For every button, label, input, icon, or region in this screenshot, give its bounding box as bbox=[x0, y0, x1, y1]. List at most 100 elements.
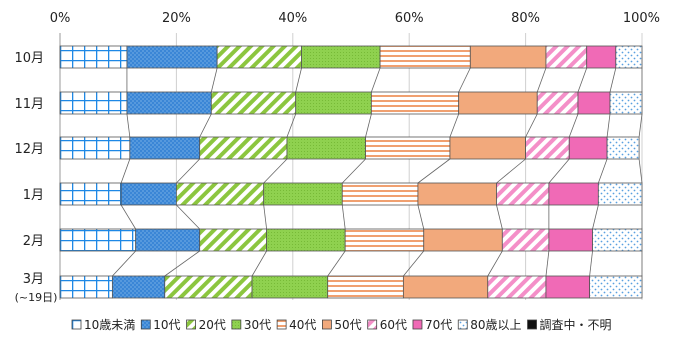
legend-swatch bbox=[186, 319, 196, 330]
connector-line bbox=[592, 204, 599, 230]
legend-label: 70代 bbox=[425, 318, 452, 332]
bar-segment bbox=[59, 228, 137, 252]
connector-line bbox=[164, 250, 200, 277]
bar-segment bbox=[365, 136, 451, 160]
connector-line bbox=[487, 250, 503, 277]
connector-line bbox=[210, 67, 218, 93]
bar-segment bbox=[295, 91, 372, 115]
legend-swatch bbox=[527, 319, 537, 330]
connector-line bbox=[126, 113, 131, 138]
connector-line bbox=[589, 250, 593, 277]
bar-segment bbox=[577, 91, 611, 115]
bar-segment bbox=[606, 136, 640, 160]
bar-segment bbox=[402, 275, 489, 299]
bar-segment bbox=[449, 136, 527, 160]
bar-segment bbox=[129, 136, 201, 160]
bar-segment bbox=[301, 45, 381, 69]
bar-segment bbox=[592, 228, 643, 252]
bar-segment bbox=[126, 45, 218, 69]
y-category-label: 11月 bbox=[14, 97, 44, 112]
bar-segment bbox=[609, 91, 643, 115]
bar-segment bbox=[545, 45, 588, 69]
legend-swatch bbox=[276, 319, 287, 330]
connector-line bbox=[341, 204, 346, 230]
connector-line bbox=[458, 67, 471, 93]
legend-label: 30代 bbox=[244, 318, 271, 332]
legend-label: 40代 bbox=[289, 318, 316, 332]
connector-line bbox=[120, 158, 131, 184]
legend-swatch bbox=[231, 319, 242, 330]
bar-segment bbox=[379, 45, 471, 69]
connector-line bbox=[597, 158, 608, 184]
bar-segment bbox=[266, 228, 346, 252]
bar-segment bbox=[597, 182, 643, 206]
bar-segment bbox=[545, 275, 591, 299]
bar-segment bbox=[251, 275, 329, 299]
legend-swatch bbox=[322, 319, 332, 330]
connector-line bbox=[568, 113, 579, 138]
y-category-label: 3月 bbox=[23, 272, 44, 287]
bar-segment bbox=[344, 228, 425, 252]
bar-segment bbox=[135, 228, 201, 252]
bar-segment bbox=[548, 182, 599, 206]
bar-segment bbox=[59, 91, 128, 115]
connector-line bbox=[606, 113, 611, 138]
bar-segment bbox=[501, 228, 550, 252]
bar-segment bbox=[111, 275, 166, 299]
bar-segment bbox=[263, 182, 343, 206]
connector-line bbox=[417, 158, 451, 184]
bar-segment bbox=[423, 228, 503, 252]
connector-line bbox=[199, 113, 212, 138]
connector-line bbox=[251, 250, 267, 277]
legend-label: 10歳未満 bbox=[84, 318, 135, 332]
legend-swatch bbox=[412, 319, 423, 330]
bar-segment bbox=[59, 45, 128, 69]
bar-segment bbox=[568, 136, 608, 160]
bar-segment bbox=[589, 275, 643, 299]
bar-segment bbox=[615, 45, 643, 69]
y-category-label: 1月 bbox=[23, 188, 44, 203]
bar-segment bbox=[120, 182, 177, 206]
connector-line bbox=[263, 158, 288, 184]
legend-swatch bbox=[367, 319, 378, 330]
connector-line bbox=[341, 158, 366, 184]
connector-line bbox=[176, 204, 200, 230]
bar-segment bbox=[286, 136, 366, 160]
connector-line bbox=[327, 250, 346, 277]
connector-line bbox=[295, 67, 302, 93]
connector-line bbox=[536, 67, 547, 93]
bar-segment bbox=[341, 182, 419, 206]
bar-segment bbox=[59, 136, 131, 160]
legend-label: 20代 bbox=[199, 318, 226, 332]
connector-line bbox=[417, 204, 425, 230]
connector-line bbox=[263, 204, 268, 230]
connector-line bbox=[176, 158, 200, 184]
y-category-label: 10月 bbox=[14, 51, 44, 66]
legend-label: 10代 bbox=[153, 318, 180, 332]
y-category-label: 12月 bbox=[14, 142, 44, 157]
legend-label: 80歳以上 bbox=[470, 318, 521, 332]
y-category-sublabel: (~19日) bbox=[15, 291, 58, 304]
connector-line bbox=[496, 158, 526, 184]
connector-line bbox=[370, 67, 381, 93]
legend-swatch bbox=[140, 319, 151, 330]
connector-line bbox=[577, 67, 588, 93]
connector-line bbox=[545, 250, 550, 277]
bar-segment bbox=[126, 91, 212, 115]
connector-line bbox=[286, 113, 297, 138]
bar-segment bbox=[164, 275, 253, 299]
legend-label: 調査中・不明 bbox=[540, 317, 612, 332]
y-category-label: 2月 bbox=[23, 234, 44, 249]
bar-segment bbox=[548, 228, 593, 252]
bar-segment bbox=[210, 91, 297, 115]
bar-segment bbox=[199, 136, 288, 160]
bar-segment bbox=[496, 182, 550, 206]
legend-label: 60代 bbox=[380, 318, 407, 332]
bar-segment bbox=[536, 91, 579, 115]
bar-segment bbox=[469, 45, 547, 69]
connector-line bbox=[638, 113, 643, 138]
bar-segment bbox=[59, 275, 113, 299]
bar-segment bbox=[175, 182, 265, 206]
bar-segment bbox=[59, 182, 122, 206]
